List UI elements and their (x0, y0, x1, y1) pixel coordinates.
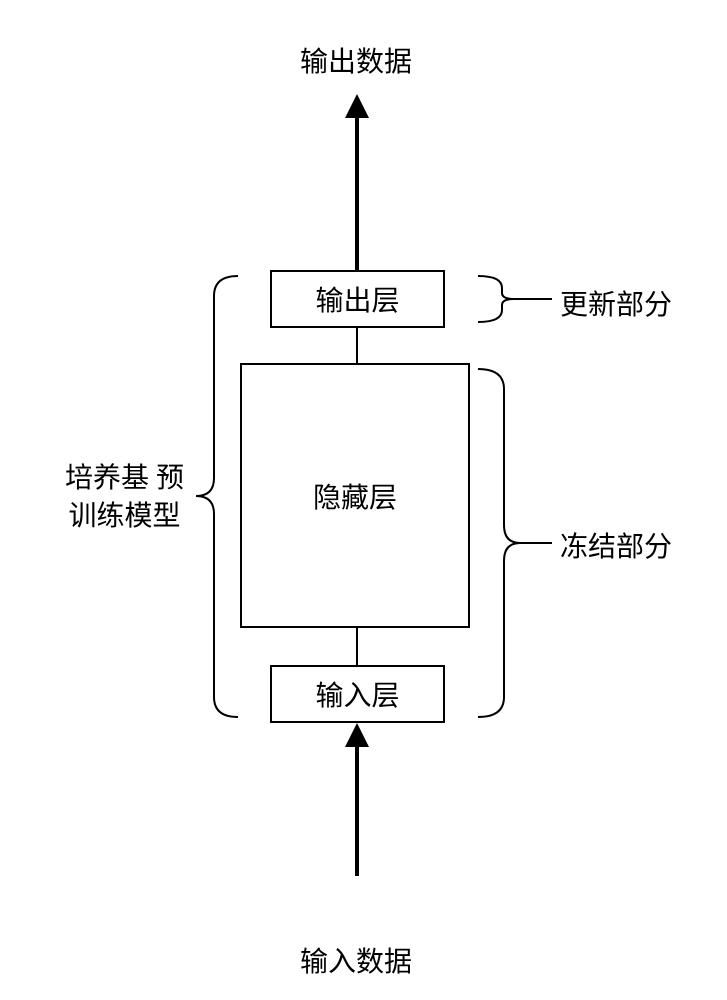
hidden-layer-box: 隐藏层 (240, 363, 470, 628)
hidden-layer-label: 隐藏层 (313, 476, 397, 516)
output-layer-box: 输出层 (270, 270, 445, 328)
output-data-label: 输出数据 (300, 40, 412, 80)
input-layer-box: 输入层 (270, 665, 445, 723)
input-data-label: 输入数据 (300, 940, 412, 980)
update-part-label: 更新部分 (560, 283, 672, 323)
output-layer-label: 输出层 (315, 279, 399, 319)
input-layer-label: 输入层 (315, 674, 399, 714)
frozen-part-label: 冻结部分 (560, 525, 672, 565)
diagram-canvas: 输出数据 输出层 隐藏层 输入层 输入数据 培养基 预训练模型 更新部分 冻结部… (0, 0, 727, 1000)
pretrained-model-label: 培养基 预训练模型 (52, 460, 197, 536)
